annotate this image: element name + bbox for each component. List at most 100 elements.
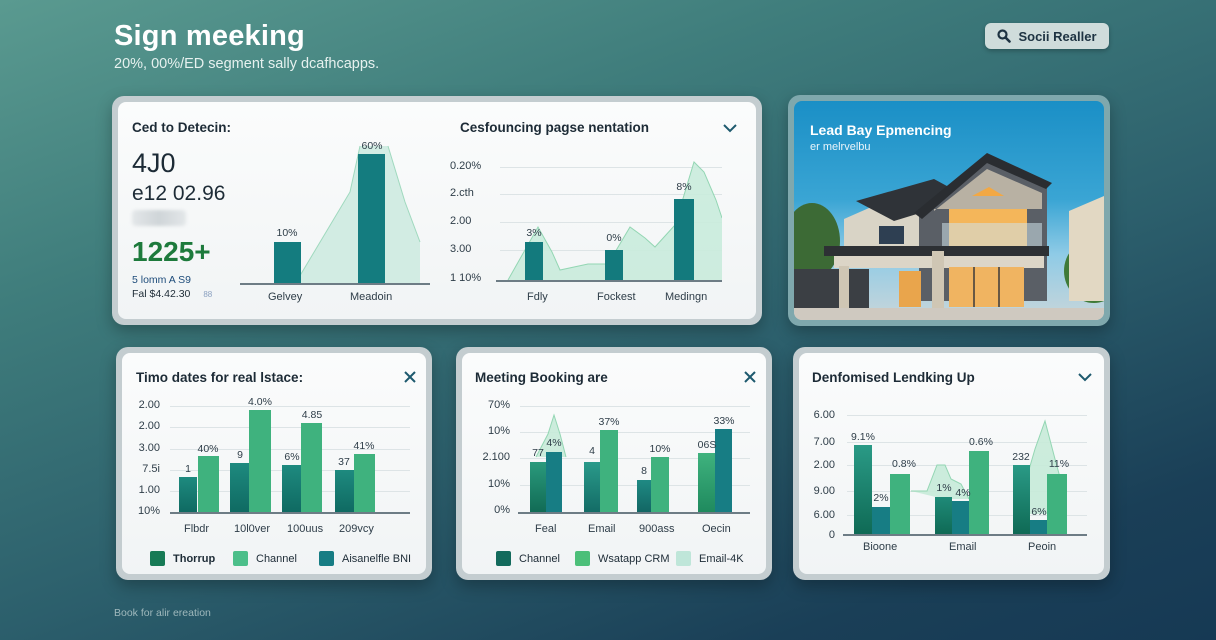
y-tick: 2.cth — [450, 187, 474, 199]
legend-swatch — [233, 551, 248, 566]
x-label: 900ass — [639, 523, 675, 535]
x-label-fdly: Fdly — [527, 291, 548, 303]
bar-channel-1 — [198, 456, 219, 512]
bar-fdly — [525, 242, 543, 280]
chevron-down-icon[interactable] — [1075, 367, 1095, 387]
legend-label: Channel — [256, 552, 297, 565]
bar-label: 2% — [873, 492, 889, 504]
bar-channel-3 — [301, 423, 322, 512]
y-tick: 2.00 — [138, 420, 160, 432]
y-tick: 9.00 — [813, 485, 835, 497]
lending-bar-chart: 6.00 7.00 2.00 9.00 6.00 0 9.1% 2% 0.8% — [799, 409, 1103, 541]
bar-a-peoin — [1013, 465, 1030, 534]
bar-label: 33% — [713, 415, 735, 427]
bar-c-bioone — [890, 474, 910, 534]
gridline — [170, 427, 410, 428]
bar-label-gelvey: 10% — [276, 227, 298, 239]
bar-label: 9.1% — [851, 431, 875, 443]
gridline — [847, 491, 1087, 492]
bar-label: 10% — [649, 443, 671, 455]
bar-thorrup-3 — [282, 465, 301, 512]
legend-item[interactable]: Wsatapp CRM — [575, 551, 670, 566]
x-label: 209vcy — [339, 523, 374, 535]
bar-a-bioone — [854, 445, 872, 534]
stat-blurred — [132, 210, 186, 226]
bar-channel-900ass — [637, 480, 651, 512]
page-retention-title: Cesfouncing pagse nentation — [460, 120, 650, 135]
search-button[interactable]: Socii Realler — [985, 23, 1109, 49]
lead-card[interactable]: Lead Bay Epmencing er melrvelbu — [794, 101, 1104, 320]
summary-card-frame: Ced to Detecin: 4J0 e12 02.96 1225+ 5 lo… — [112, 96, 762, 325]
stat-line-2-text: Fal $4.42.30 — [132, 288, 191, 300]
y-tick: 2.100 — [482, 451, 510, 463]
x-label: Bioone — [863, 541, 898, 553]
bar-label-fdly: 3% — [526, 227, 542, 239]
bar-label: 0.6% — [969, 436, 993, 448]
y-tick: 1.00 — [138, 484, 160, 496]
bar-label: 4% — [546, 437, 562, 449]
y-tick: 2.00 — [138, 399, 160, 411]
chart-baseline — [170, 512, 410, 514]
bar-c-peoin — [1047, 474, 1067, 534]
gridline — [520, 432, 750, 433]
bar-gelvey — [274, 242, 301, 284]
bar-label: 4% — [955, 487, 971, 499]
gridline — [520, 485, 750, 486]
lending-card-title: Denfomised Lendking Up — [812, 370, 975, 385]
y-tick: 10% — [487, 425, 510, 437]
lead-card-frame: Lead Bay Epmencing er melrvelbu — [788, 95, 1110, 326]
bar-crm-email — [600, 430, 618, 512]
close-icon[interactable] — [400, 367, 420, 387]
search-button-label: Socii Realler — [1018, 28, 1097, 44]
house-image — [794, 153, 1104, 320]
x-label-fockest: Fockest — [597, 291, 636, 303]
bar-label: 4.0% — [248, 396, 272, 408]
lead-card-subtitle: er melrvelbu — [810, 141, 871, 153]
y-tick: 3.00 — [450, 243, 472, 255]
gridline — [170, 449, 410, 450]
y-tick: 2.00 — [450, 215, 472, 227]
bar-label: 8 — [641, 465, 647, 477]
timo-card-frame: Timo dates for real lstace: 2.00 2.00 3.… — [116, 347, 432, 580]
chart-baseline — [843, 534, 1087, 536]
legend-item[interactable]: Aisanelfle BNI — [319, 551, 411, 566]
x-label: 100uus — [287, 523, 324, 535]
x-label: Email — [588, 523, 616, 535]
legend-item[interactable]: Channel — [496, 551, 560, 566]
legend-item[interactable]: Thorrup — [150, 551, 215, 566]
stat-line-1: 5 lomm A S9 — [132, 274, 191, 286]
stat-highlight: 1225+ — [132, 236, 211, 267]
chart-baseline — [240, 283, 430, 285]
legend-swatch — [319, 551, 334, 566]
bar-channel-feal — [530, 462, 546, 512]
x-label: Feal — [535, 523, 557, 535]
chevron-down-icon[interactable] — [720, 118, 740, 138]
legend-label: Wsatapp CRM — [598, 552, 670, 565]
legend-label: Thorrup — [173, 552, 216, 565]
timo-card-title: Timo dates for real lstace: — [136, 370, 304, 385]
y-tick: 7.00 — [813, 436, 835, 448]
y-tick: 6.00 — [813, 409, 835, 421]
summary-card: Ced to Detecin: 4J0 e12 02.96 1225+ 5 lo… — [118, 102, 756, 319]
y-tick: 2.00 — [813, 459, 835, 471]
x-label: Oecin — [702, 523, 731, 535]
timo-card: Timo dates for real lstace: 2.00 2.00 3.… — [122, 353, 426, 574]
close-icon[interactable] — [740, 367, 760, 387]
lead-card-title: Lead Bay Epmencing — [810, 122, 952, 138]
legend-item[interactable]: Email-4K — [676, 551, 744, 566]
gridline — [500, 167, 722, 168]
y-tick: 10% — [137, 505, 160, 517]
x-label-medingn: Medingn — [665, 291, 708, 303]
bar-label: 6% — [1031, 506, 1047, 518]
stat-secondary: e12 02.96 — [132, 182, 226, 205]
chart-baseline — [496, 280, 722, 282]
bar-label: 11% — [1048, 458, 1070, 470]
bar-label-medingn: 8% — [676, 181, 692, 193]
y-tick: 10% — [487, 478, 510, 490]
bar-a-email — [935, 497, 952, 534]
x-label: Peoin — [1028, 541, 1057, 553]
bar-thorrup-4 — [335, 470, 354, 512]
legend-item[interactable]: Channel — [233, 551, 297, 566]
gridline — [847, 442, 1087, 443]
bar-label-fockest: 0% — [606, 232, 622, 244]
